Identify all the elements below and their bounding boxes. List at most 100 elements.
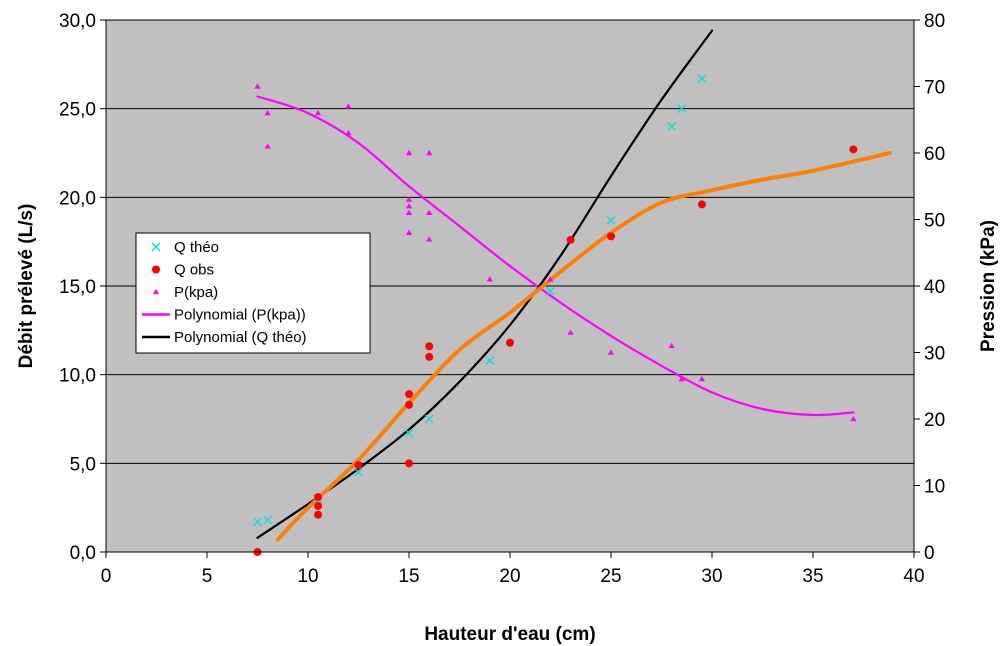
x-tick-label: 15 xyxy=(398,566,419,587)
marker-stroke xyxy=(253,517,262,527)
data-point xyxy=(426,236,433,242)
y-left-axis-title: Débit prélevé (L/s) xyxy=(16,204,37,369)
marker-stroke xyxy=(404,428,414,438)
marker-stroke xyxy=(424,414,434,424)
data-point xyxy=(668,342,675,349)
data-point xyxy=(567,329,574,335)
data-point xyxy=(263,515,273,525)
data-point xyxy=(425,352,434,361)
marker-stroke xyxy=(606,215,616,225)
x-tick-label: 10 xyxy=(297,566,318,587)
y-left-tick-label: 15,0 xyxy=(59,277,96,298)
data-point xyxy=(405,229,413,236)
data-point xyxy=(547,276,554,282)
y-left-tick-label: 5,0 xyxy=(70,454,96,475)
data-point xyxy=(486,276,493,282)
legend-label: Polynomial (Q théo) xyxy=(174,329,307,346)
data-point xyxy=(314,510,323,519)
marker-stroke xyxy=(677,104,687,114)
legend-swatch xyxy=(152,288,160,295)
marker-stroke xyxy=(354,467,363,477)
legend-swatch xyxy=(151,242,161,252)
x-tick-label: 0 xyxy=(101,566,112,587)
data-point xyxy=(405,459,413,468)
x-tick-label: 30 xyxy=(701,566,722,587)
poly-q-theo-curve xyxy=(256,29,714,539)
x-tick-label: 5 xyxy=(202,566,213,587)
data-point xyxy=(566,235,575,244)
x-tick-label: 25 xyxy=(600,566,621,587)
data-point xyxy=(405,203,413,209)
data-point xyxy=(424,414,434,424)
data-point xyxy=(314,493,323,502)
data-point xyxy=(698,375,706,382)
data-point xyxy=(697,74,707,83)
legend-label: Polynomial (P(kpa)) xyxy=(174,307,306,324)
data-points xyxy=(253,74,858,556)
data-point xyxy=(404,428,414,438)
data-point xyxy=(405,400,413,409)
marker-stroke xyxy=(697,74,707,83)
data-point xyxy=(314,501,323,510)
data-point xyxy=(667,121,677,131)
y-left-tick-label: 20,0 xyxy=(59,188,96,209)
data-point xyxy=(314,109,322,116)
marker-stroke xyxy=(667,121,677,131)
x-tick-label: 40 xyxy=(903,566,924,587)
x-tick-label: 20 xyxy=(499,566,520,587)
data-point xyxy=(426,209,433,216)
marker-stroke xyxy=(151,242,161,252)
marker-stroke xyxy=(545,286,555,296)
legend-swatch xyxy=(152,265,160,274)
data-point xyxy=(545,286,555,296)
data-point xyxy=(405,390,413,399)
data-point xyxy=(849,145,858,154)
data-point xyxy=(354,467,363,477)
data-point xyxy=(345,129,352,136)
y-right-tick-label: 50 xyxy=(924,211,945,232)
data-point xyxy=(426,149,433,156)
y-right-axis-title: Pression (kPa) xyxy=(978,220,999,352)
y-right-tick-label: 10 xyxy=(924,477,945,498)
data-point xyxy=(506,338,514,347)
marker-stroke xyxy=(485,356,495,365)
y-right-tick-label: 70 xyxy=(924,78,945,99)
legend: Q théo Q obs P(kpa) Polynomial (P(kpa)) Poly… xyxy=(135,232,371,354)
marker-stroke xyxy=(263,515,273,525)
data-point xyxy=(607,349,615,355)
data-point xyxy=(485,356,495,365)
data-point xyxy=(425,342,434,351)
data-point xyxy=(264,109,271,116)
y-left-tick-label: 10,0 xyxy=(59,366,96,387)
data-point xyxy=(254,83,261,89)
data-point xyxy=(264,143,271,149)
data-point xyxy=(678,375,685,382)
data-point xyxy=(405,149,413,156)
trend-curves xyxy=(256,29,892,542)
x-tick-label: 35 xyxy=(802,566,823,587)
y-left-tick-label: 25,0 xyxy=(59,100,96,121)
y-right-tick-label: 0 xyxy=(924,543,935,564)
y-left-tick-label: 30,0 xyxy=(59,11,96,32)
data-point xyxy=(345,103,352,109)
y-right-tick-label: 30 xyxy=(924,344,945,365)
data-point xyxy=(405,196,413,202)
y-right-tick-label: 60 xyxy=(924,144,945,165)
legend-box xyxy=(135,232,371,354)
legend-label: P(kpa) xyxy=(174,284,218,301)
orange-trend-curve xyxy=(275,151,892,542)
data-point xyxy=(697,200,706,209)
axes: 0,05,010,015,020,025,030,001020304050607… xyxy=(59,11,945,587)
data-point xyxy=(606,215,616,225)
y-right-tick-label: 80 xyxy=(924,11,945,32)
data-point xyxy=(850,415,857,422)
data-point xyxy=(607,232,615,241)
data-point xyxy=(354,461,363,470)
data-point xyxy=(677,104,687,114)
poly-p-curve xyxy=(256,95,855,417)
legend-label: Q obs xyxy=(174,262,214,279)
data-point xyxy=(405,209,413,216)
y-right-tick-label: 40 xyxy=(924,277,945,298)
y-right-tick-label: 20 xyxy=(924,410,945,431)
